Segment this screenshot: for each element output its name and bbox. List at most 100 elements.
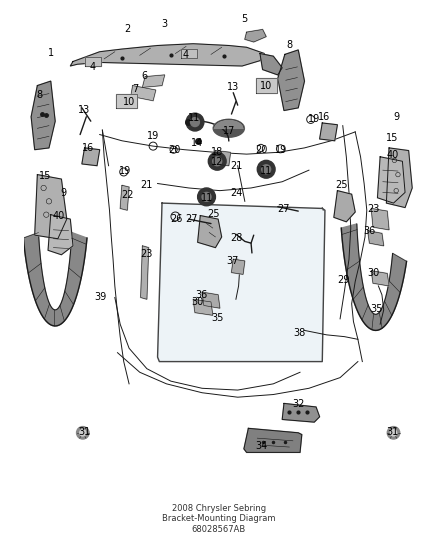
Text: 20: 20 bbox=[256, 145, 268, 155]
Polygon shape bbox=[71, 44, 265, 66]
Circle shape bbox=[191, 118, 199, 126]
Text: 16: 16 bbox=[82, 142, 95, 152]
Polygon shape bbox=[82, 148, 100, 166]
Polygon shape bbox=[371, 271, 389, 286]
Circle shape bbox=[390, 430, 397, 436]
Circle shape bbox=[77, 426, 89, 439]
Text: 21: 21 bbox=[141, 181, 153, 190]
Polygon shape bbox=[142, 75, 165, 87]
Polygon shape bbox=[214, 150, 230, 166]
Text: 35: 35 bbox=[371, 304, 383, 314]
Text: 11: 11 bbox=[260, 166, 272, 176]
Polygon shape bbox=[260, 53, 282, 75]
Text: 4: 4 bbox=[183, 50, 189, 60]
Circle shape bbox=[208, 152, 226, 170]
Text: 35: 35 bbox=[211, 313, 223, 324]
Polygon shape bbox=[202, 292, 220, 308]
Text: 7: 7 bbox=[132, 84, 138, 94]
Text: 12: 12 bbox=[211, 157, 223, 167]
Text: 15: 15 bbox=[39, 171, 52, 181]
Text: 10: 10 bbox=[260, 81, 272, 91]
Circle shape bbox=[80, 430, 86, 436]
Text: 29: 29 bbox=[338, 276, 350, 285]
Polygon shape bbox=[198, 215, 222, 248]
Polygon shape bbox=[48, 215, 73, 255]
Polygon shape bbox=[35, 175, 67, 239]
Polygon shape bbox=[85, 56, 102, 66]
Text: 27: 27 bbox=[277, 204, 290, 214]
Text: 2008 Chrysler Sebring
Bracket-Mounting Diagram
68028567AB: 2008 Chrysler Sebring Bracket-Mounting D… bbox=[162, 504, 276, 533]
Polygon shape bbox=[181, 49, 197, 58]
Text: 23: 23 bbox=[141, 249, 153, 259]
Text: 1: 1 bbox=[48, 47, 54, 58]
Polygon shape bbox=[334, 191, 355, 222]
Text: 23: 23 bbox=[367, 204, 379, 214]
Polygon shape bbox=[367, 231, 384, 246]
Text: 19: 19 bbox=[147, 131, 159, 141]
Text: 40: 40 bbox=[386, 150, 399, 159]
Text: 36: 36 bbox=[363, 225, 375, 236]
Text: 19: 19 bbox=[275, 145, 287, 155]
Polygon shape bbox=[245, 29, 266, 42]
Polygon shape bbox=[320, 123, 337, 141]
Text: 13: 13 bbox=[226, 82, 239, 92]
Polygon shape bbox=[255, 78, 277, 93]
Text: 8: 8 bbox=[286, 41, 292, 51]
Ellipse shape bbox=[213, 119, 244, 137]
Text: 21: 21 bbox=[230, 161, 243, 172]
Text: 4: 4 bbox=[89, 62, 95, 72]
Text: 25: 25 bbox=[207, 209, 219, 219]
Text: 37: 37 bbox=[226, 256, 239, 266]
Polygon shape bbox=[341, 224, 406, 330]
Polygon shape bbox=[120, 185, 129, 210]
Polygon shape bbox=[244, 429, 302, 453]
Text: 30: 30 bbox=[367, 268, 379, 278]
Text: 32: 32 bbox=[293, 399, 305, 409]
Text: 22: 22 bbox=[121, 190, 134, 200]
Text: 14: 14 bbox=[191, 138, 204, 148]
Text: 40: 40 bbox=[53, 211, 65, 221]
Text: 8: 8 bbox=[36, 90, 42, 100]
Polygon shape bbox=[231, 259, 245, 274]
Polygon shape bbox=[371, 208, 389, 230]
Text: 11: 11 bbox=[201, 193, 213, 203]
Polygon shape bbox=[131, 86, 156, 101]
Text: 11: 11 bbox=[187, 112, 200, 123]
Text: 19: 19 bbox=[308, 114, 321, 124]
Circle shape bbox=[198, 188, 215, 206]
Polygon shape bbox=[378, 157, 405, 203]
Polygon shape bbox=[141, 246, 148, 299]
Text: 5: 5 bbox=[241, 14, 247, 25]
Polygon shape bbox=[31, 81, 55, 150]
Text: 18: 18 bbox=[211, 147, 223, 157]
Polygon shape bbox=[116, 94, 137, 108]
Text: 9: 9 bbox=[393, 112, 399, 122]
Polygon shape bbox=[278, 50, 304, 110]
Text: 17: 17 bbox=[223, 126, 235, 136]
Text: 10: 10 bbox=[123, 98, 135, 108]
Text: 3: 3 bbox=[161, 19, 167, 29]
Polygon shape bbox=[214, 119, 244, 128]
Circle shape bbox=[387, 426, 400, 439]
Polygon shape bbox=[386, 148, 412, 207]
Text: 26: 26 bbox=[170, 214, 182, 224]
Text: 36: 36 bbox=[195, 289, 208, 300]
Circle shape bbox=[202, 192, 211, 201]
Text: 9: 9 bbox=[60, 188, 66, 198]
Text: 39: 39 bbox=[94, 292, 106, 302]
Text: 2: 2 bbox=[124, 24, 131, 34]
Polygon shape bbox=[23, 232, 87, 326]
Text: 38: 38 bbox=[293, 328, 305, 337]
Text: 28: 28 bbox=[230, 233, 243, 243]
Text: 30: 30 bbox=[191, 297, 204, 306]
Polygon shape bbox=[158, 203, 325, 361]
Text: 19: 19 bbox=[119, 166, 131, 176]
Text: 25: 25 bbox=[336, 181, 348, 190]
Text: 34: 34 bbox=[256, 441, 268, 451]
Text: 24: 24 bbox=[230, 188, 243, 198]
Text: 13: 13 bbox=[78, 104, 91, 115]
Circle shape bbox=[186, 113, 204, 131]
Circle shape bbox=[257, 160, 275, 178]
Polygon shape bbox=[193, 299, 213, 316]
Circle shape bbox=[262, 165, 271, 174]
